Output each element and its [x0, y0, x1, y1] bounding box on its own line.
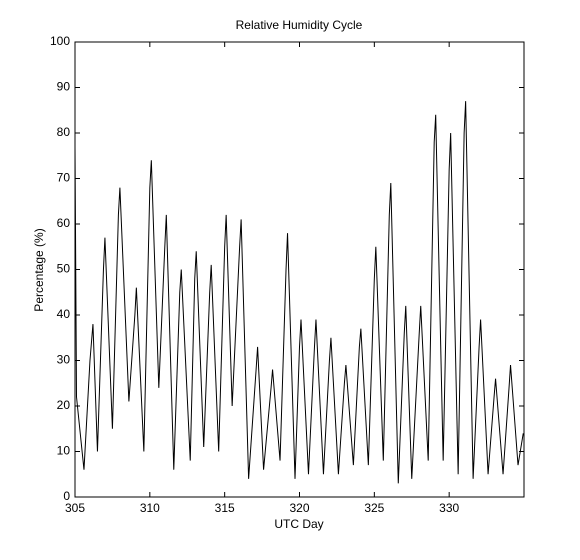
- y-tick-label: 20: [57, 398, 71, 412]
- y-tick-label: 80: [57, 125, 71, 139]
- y-tick-label: 100: [50, 34, 70, 48]
- y-tick-label: 50: [57, 262, 71, 276]
- y-tick-label: 60: [57, 216, 71, 230]
- y-tick-label: 30: [57, 353, 71, 367]
- y-tick-label: 90: [57, 80, 71, 94]
- y-tick-label: 0: [63, 489, 70, 503]
- x-tick-label: 315: [215, 501, 235, 515]
- y-tick-label: 10: [57, 444, 71, 458]
- y-tick-label: 70: [57, 171, 71, 185]
- x-tick-label: 330: [439, 501, 459, 515]
- x-tick-label: 305: [65, 501, 85, 515]
- x-tick-label: 310: [140, 501, 160, 515]
- x-tick-label: 320: [289, 501, 309, 515]
- chart-title: Relative Humidity Cycle: [236, 18, 363, 32]
- x-axis-label: UTC Day: [274, 517, 323, 531]
- x-tick-label: 325: [364, 501, 384, 515]
- line: [74, 101, 524, 484]
- y-axis-label: Percentage (%): [32, 228, 46, 311]
- y-tick-label: 40: [57, 307, 71, 321]
